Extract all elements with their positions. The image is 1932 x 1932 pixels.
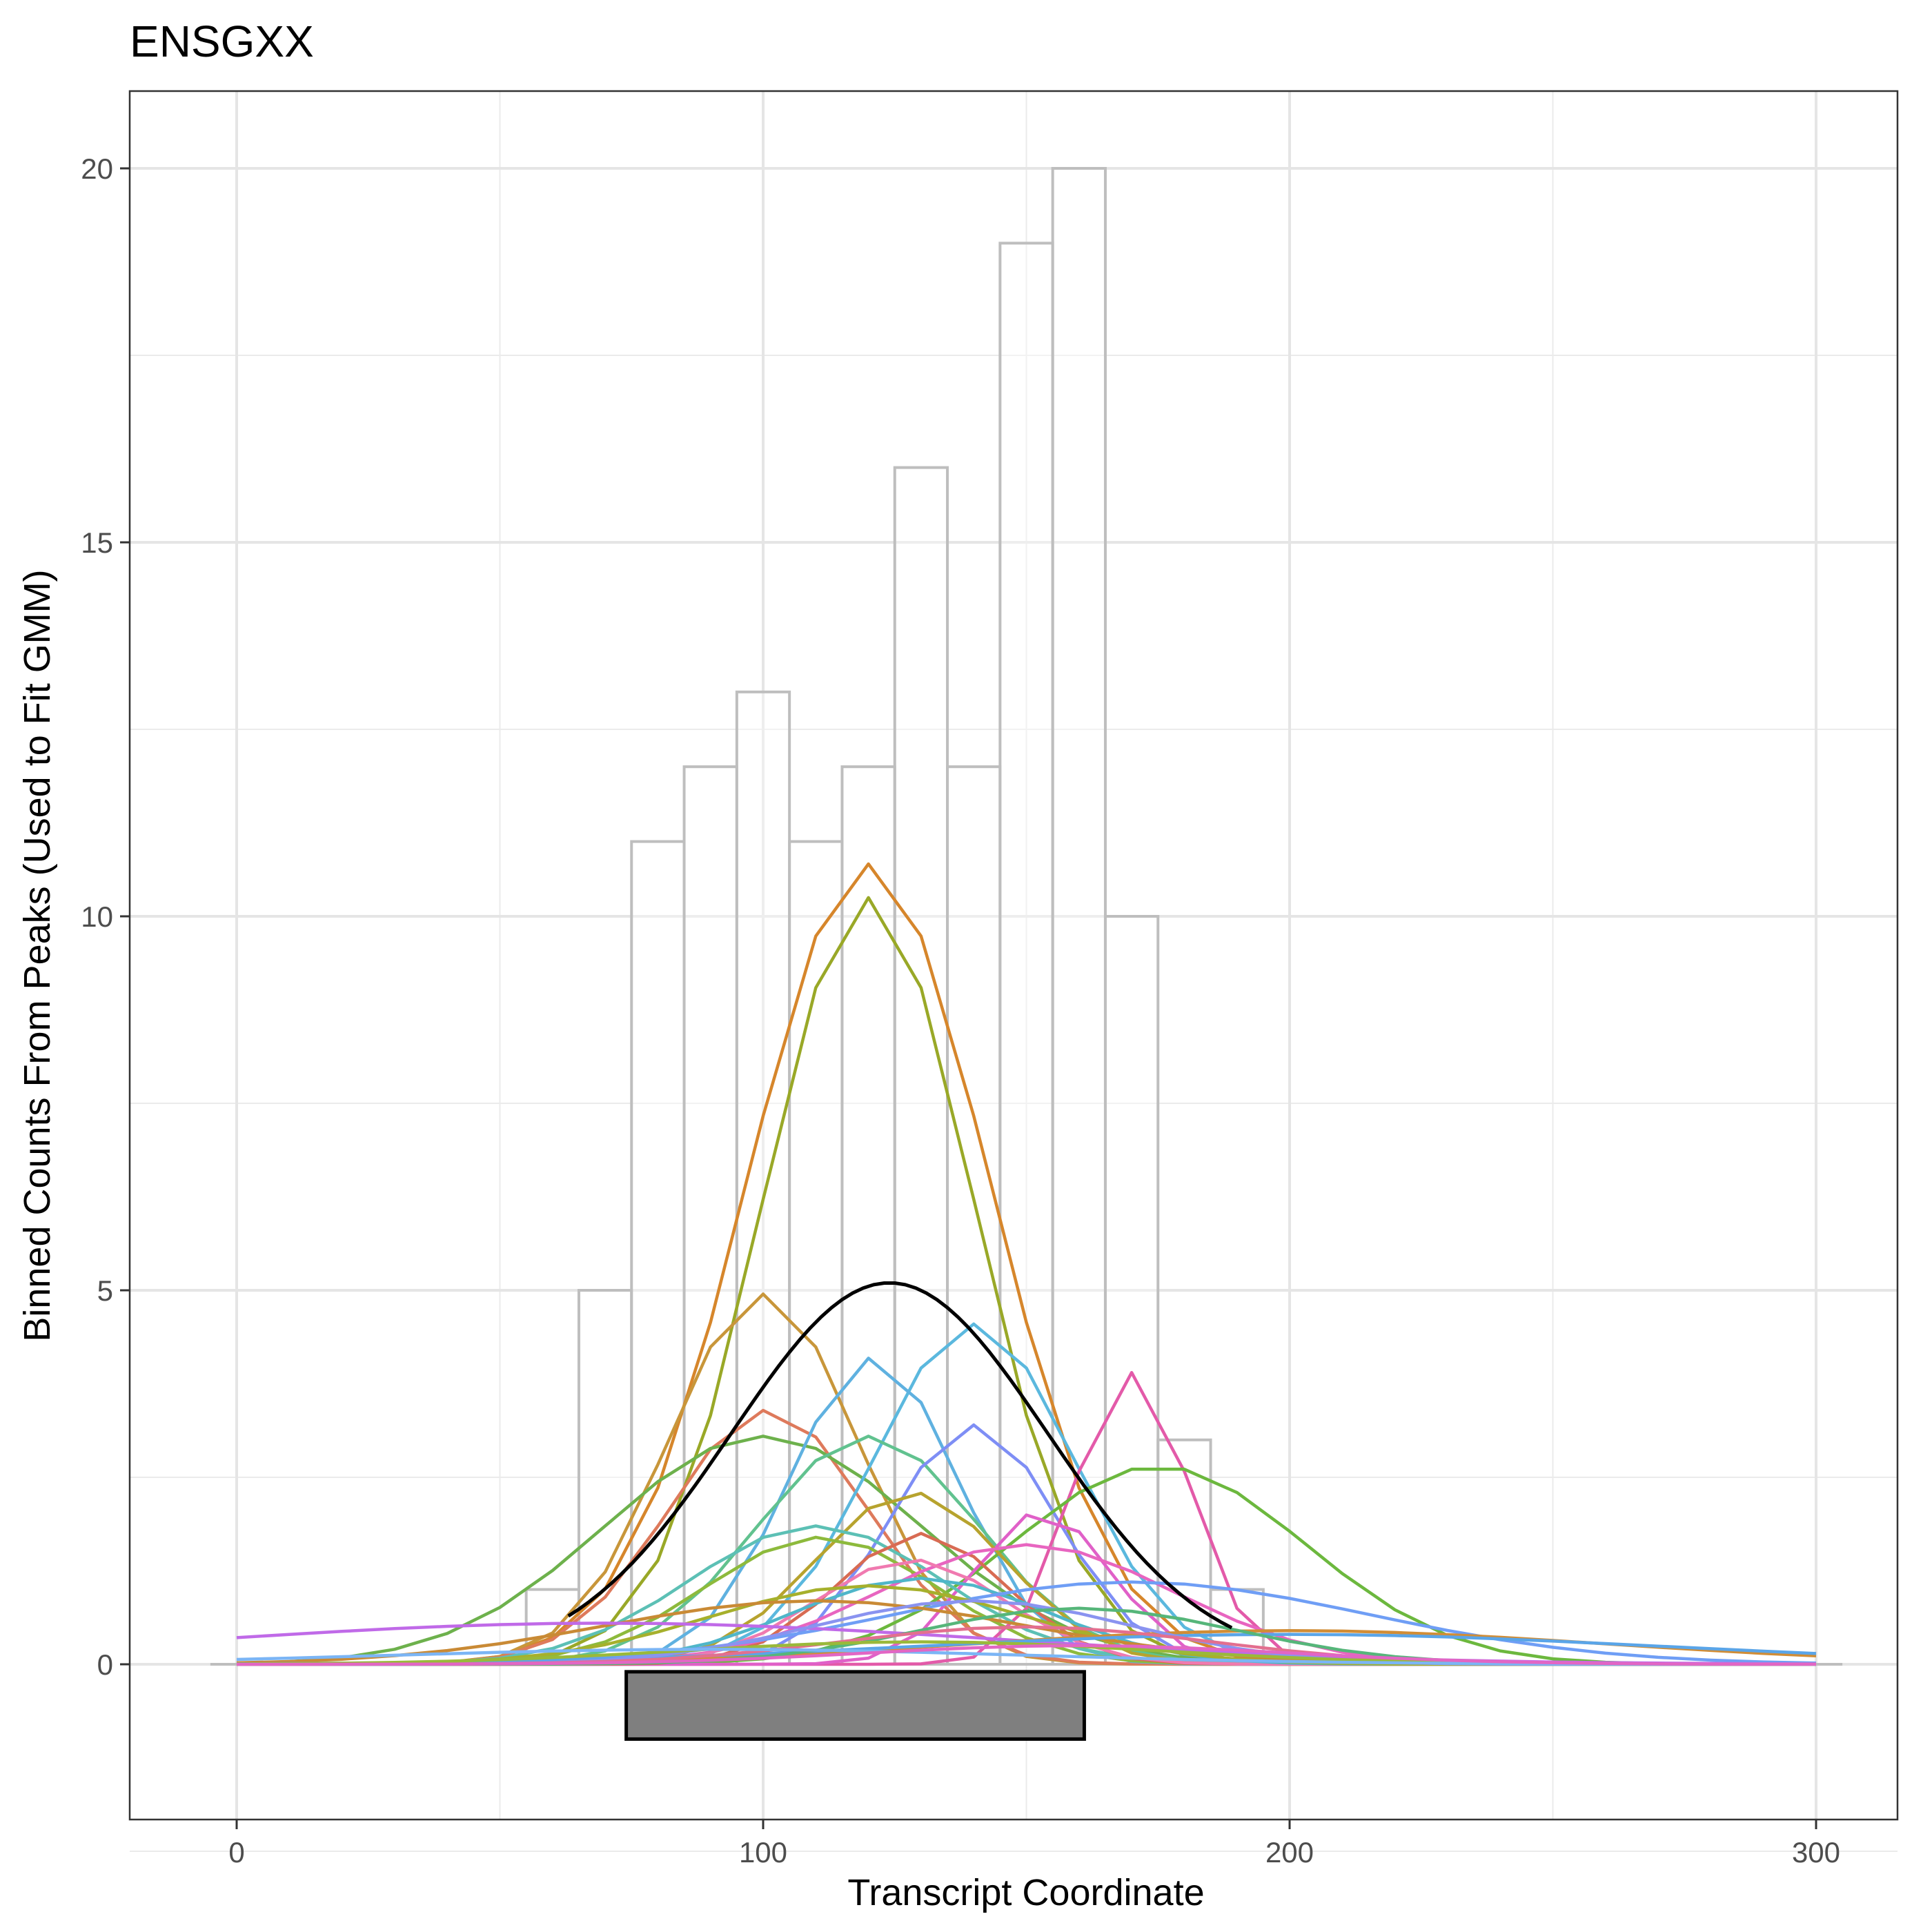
- peak-region-box: [624, 1670, 1086, 1741]
- x-axis: 0 100 200 300: [228, 1820, 1840, 1869]
- histogram-bar: [735, 690, 791, 1666]
- x-axis-title: Transcript Coordinate: [847, 1872, 1204, 1913]
- panel-border: [128, 90, 1899, 1821]
- y-tick-label: 10: [81, 900, 113, 933]
- chart-title: ENSGXX: [130, 17, 314, 66]
- histogram-bar: [682, 765, 738, 1666]
- y-axis-title: Binned Counts From Peaks (Used to Fit GM…: [17, 569, 58, 1341]
- histogram-bar: [1051, 167, 1107, 1666]
- series-lines: [236, 862, 1817, 1666]
- y-tick-label: 20: [81, 152, 113, 185]
- series-line: [236, 1633, 1817, 1666]
- histogram-bar: [630, 840, 686, 1666]
- mean-curve-line: [567, 1281, 1233, 1630]
- y-axis: 0 5 10 15 20: [81, 152, 130, 1681]
- x-tick-label: 200: [1265, 1836, 1314, 1869]
- y-tick-label: 15: [81, 526, 113, 559]
- histogram-bar: [1103, 915, 1160, 1666]
- y-tick-label: 0: [97, 1648, 113, 1681]
- x-tick-label: 300: [1792, 1836, 1840, 1869]
- x-tick-label: 100: [739, 1836, 787, 1869]
- histogram-bar: [893, 466, 949, 1666]
- series-line: [237, 1644, 1816, 1666]
- mean-curve: [567, 1281, 1233, 1630]
- histogram-bar: [946, 765, 1002, 1666]
- histogram-bar: [840, 765, 896, 1666]
- grid-minor: [130, 91, 1897, 1852]
- peak-box: [624, 1670, 1086, 1741]
- y-tick-label: 5: [97, 1274, 113, 1307]
- x-tick-label: 0: [228, 1836, 244, 1869]
